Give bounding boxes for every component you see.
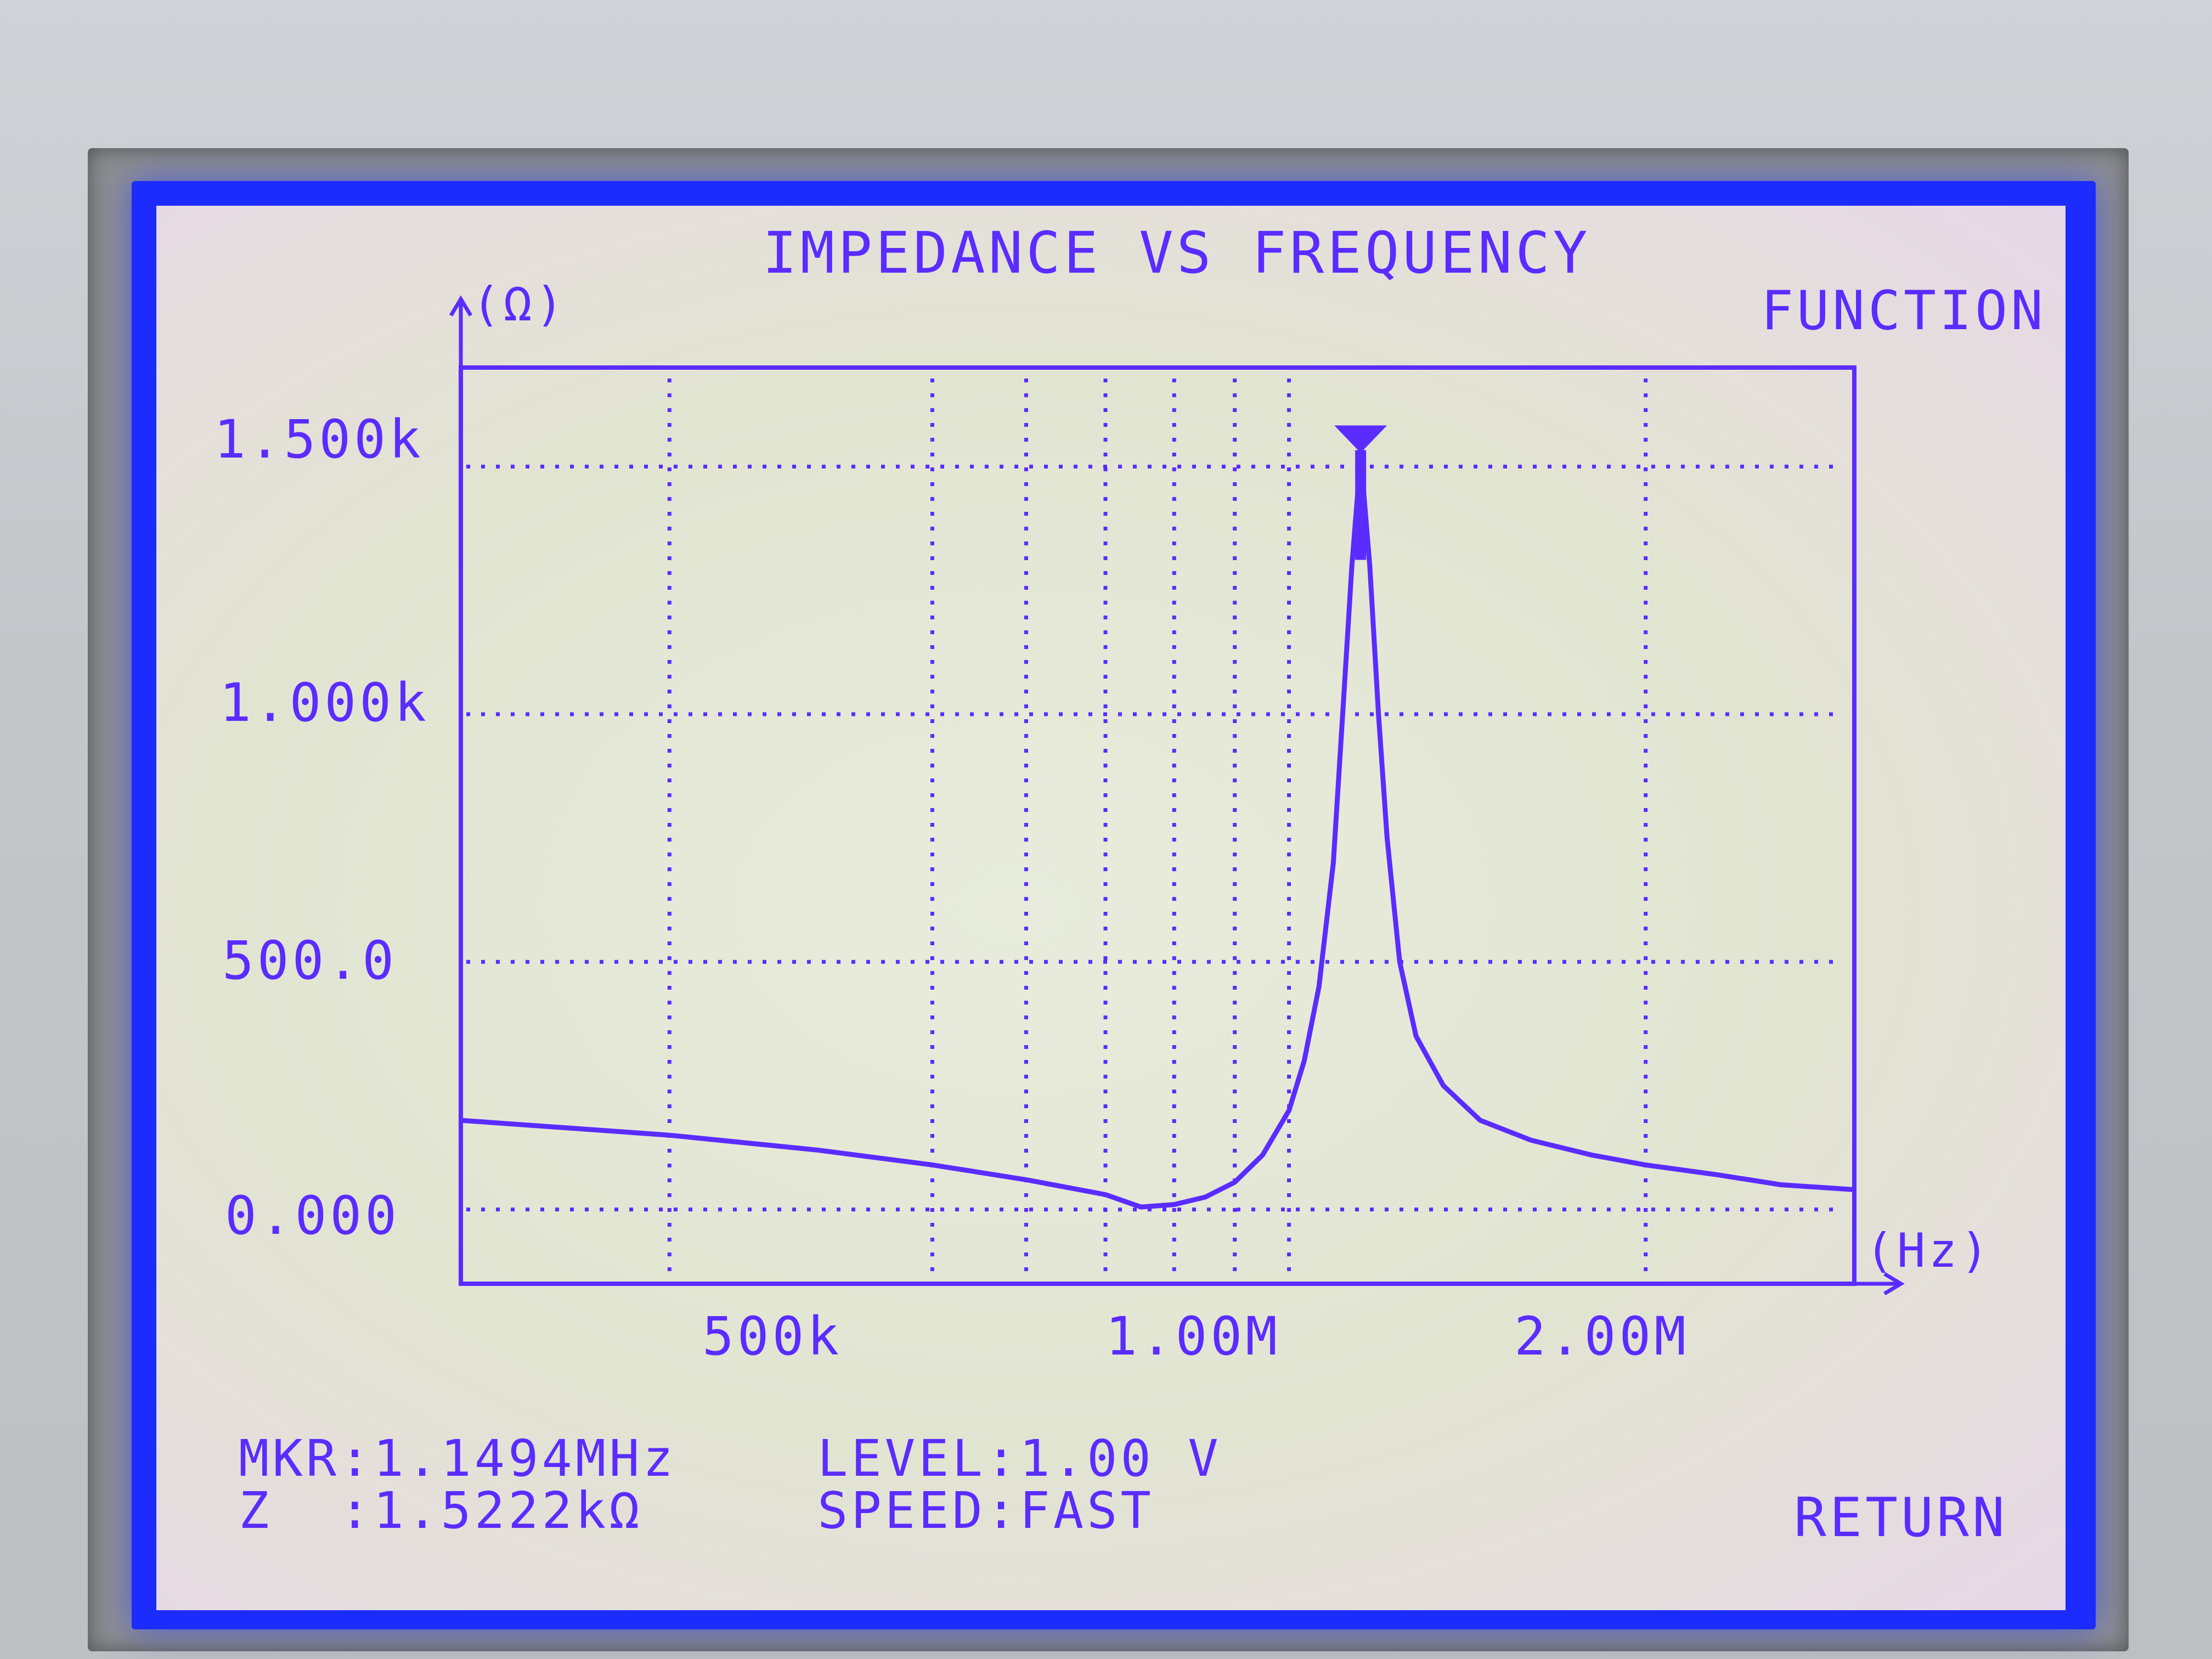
y-tick-label: 500.0 bbox=[222, 930, 397, 991]
marker-frequency-readout: MKR:1.1494MHz bbox=[239, 1429, 677, 1488]
speed-readout: SPEED:FAST bbox=[817, 1481, 1154, 1540]
y-axis-arrowhead bbox=[449, 295, 473, 317]
return-softkey[interactable]: RETURN bbox=[1794, 1487, 2008, 1549]
impedance-readout: Z :1.5222kΩ bbox=[239, 1481, 643, 1540]
function-softkey[interactable]: FUNCTION bbox=[1761, 280, 2047, 342]
lcd-screen bbox=[156, 206, 2066, 1610]
y-axis-unit-label: (Ω) bbox=[472, 277, 567, 332]
marker-triangle-icon bbox=[1334, 425, 1387, 453]
y-tick-label: 1.000k bbox=[219, 672, 430, 733]
x-tick-label: 2.00M bbox=[1514, 1306, 1689, 1367]
x-tick-label: 1.00M bbox=[1105, 1306, 1280, 1367]
impedance-trace bbox=[460, 453, 1855, 1210]
level-readout: LEVEL:1.00 V bbox=[817, 1429, 1222, 1488]
y-tick-label: 0.000 bbox=[225, 1185, 400, 1246]
x-axis-unit-label: (Hz) bbox=[1865, 1223, 1993, 1278]
x-tick-label: 500k bbox=[702, 1306, 843, 1367]
chart-title: IMPEDANCE VS FREQUENCY bbox=[763, 219, 1591, 286]
x-axis-arrowhead bbox=[1883, 1272, 1905, 1296]
y-tick-label: 1.500k bbox=[214, 409, 424, 470]
marker-line bbox=[1355, 450, 1367, 560]
plot-frame bbox=[459, 365, 1857, 1286]
